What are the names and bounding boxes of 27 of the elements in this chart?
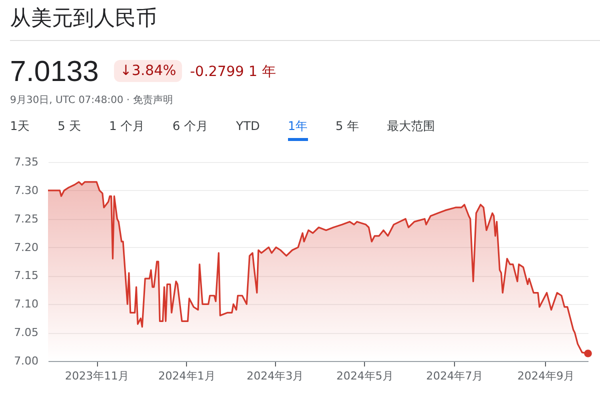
y-tick-label: 7.15: [14, 269, 38, 282]
text: 6 个月: [172, 118, 208, 135]
x-tick-label: 2024年7月: [426, 370, 484, 382]
text: 7.0133: [10, 56, 99, 89]
chart-title: 从美元到人民币: [10, 5, 157, 32]
text: 5 年: [336, 118, 359, 135]
x-tick-label: 2024年1月: [158, 370, 216, 382]
y-tick-label: 7.25: [14, 212, 38, 226]
y-tick-label: 7.05: [14, 326, 38, 340]
text: YTD: [236, 119, 260, 135]
text: 1年: [288, 118, 308, 141]
x-tick-label: 2023年11月: [65, 370, 130, 382]
y-tick-label: 7.30: [14, 184, 38, 197]
text: 1天: [10, 118, 30, 135]
y-tick-label: 7.35: [14, 156, 38, 168]
text: 最大范围: [387, 118, 435, 135]
x-tick-label: 2024年3月: [246, 370, 304, 382]
y-tick-label: 7.00: [14, 354, 38, 368]
y-tick-label: 7.20: [14, 240, 38, 254]
text: ↓3.84%: [114, 60, 182, 82]
text: 1 个月: [109, 118, 145, 135]
text: 5 天: [58, 118, 82, 135]
x-tick-label: 2024年9月: [517, 370, 574, 382]
y-tick-label: 7.10: [14, 298, 38, 311]
text: -0.2799 1 年: [190, 63, 276, 81]
x-tick-label: 2024年5月: [336, 370, 394, 382]
text: 9月30日, UTC 07:48:00 · 免责声明: [10, 94, 173, 107]
